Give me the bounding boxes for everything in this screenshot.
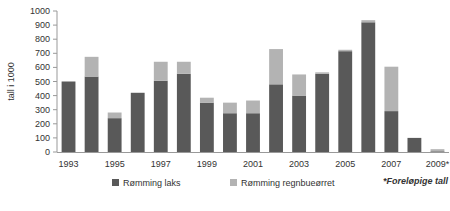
y-tick bbox=[53, 123, 57, 124]
y-tick-label: 100 bbox=[35, 133, 50, 143]
bar-segment bbox=[131, 93, 145, 152]
bar-segment bbox=[154, 81, 168, 152]
y-tick bbox=[53, 67, 57, 68]
legend-label: Rømming laks bbox=[123, 178, 181, 188]
bar-segment bbox=[292, 96, 306, 152]
legend-swatch bbox=[230, 179, 237, 186]
bar-segment bbox=[315, 72, 329, 73]
x-tick-label: 1993 bbox=[59, 159, 79, 169]
y-tick-label: 900 bbox=[35, 20, 50, 30]
bar-segment bbox=[223, 113, 237, 152]
y-tick bbox=[53, 25, 57, 26]
x-tick-label: 2005 bbox=[335, 159, 355, 169]
bar-segment bbox=[361, 20, 375, 22]
bar-segment bbox=[246, 113, 260, 152]
y-tick bbox=[53, 11, 57, 12]
y-tick bbox=[53, 109, 57, 110]
bar-segment bbox=[177, 62, 191, 74]
bars bbox=[62, 20, 445, 152]
y-tick-label: 200 bbox=[35, 119, 50, 129]
y-tick bbox=[53, 81, 57, 82]
annotation: *Foreløpige tall bbox=[383, 176, 449, 186]
chart-container: 0 100 200 300 400 500 600 700 800 900 1000 tall i 1… bbox=[0, 0, 450, 211]
y-tick-label: 800 bbox=[35, 34, 50, 44]
y-tick bbox=[53, 53, 57, 54]
y-tick-label: 1000 bbox=[30, 6, 50, 16]
bar-segment bbox=[338, 51, 352, 152]
x-tick-label: 2003 bbox=[289, 159, 309, 169]
bar-segment bbox=[85, 77, 99, 152]
x-tick-label: 1999 bbox=[197, 159, 217, 169]
bar-segment bbox=[154, 62, 168, 81]
y-axis bbox=[57, 11, 58, 152]
bar-segment bbox=[108, 118, 122, 152]
bar-segment bbox=[431, 149, 445, 151]
y-axis-label: tall i 1000 bbox=[6, 62, 16, 101]
bar-segment bbox=[384, 111, 398, 152]
y-tick-label: 600 bbox=[35, 62, 50, 72]
y-tick bbox=[53, 95, 57, 96]
bar-segment bbox=[384, 67, 398, 111]
bar-segment bbox=[407, 138, 421, 152]
bar-segment bbox=[85, 57, 99, 77]
bar-segment bbox=[338, 50, 352, 51]
y-tick-label: 300 bbox=[35, 105, 50, 115]
y-tick bbox=[53, 39, 57, 40]
bar-segment bbox=[269, 84, 283, 152]
x-tick-label: 2007 bbox=[381, 159, 401, 169]
bar-segment bbox=[246, 101, 260, 114]
bar-segment bbox=[108, 113, 122, 119]
y-tick bbox=[53, 152, 57, 153]
bar-segment bbox=[200, 98, 214, 103]
bar-segment bbox=[223, 103, 237, 114]
bar-segment bbox=[361, 22, 375, 152]
y-tick bbox=[53, 137, 57, 138]
bar-segment bbox=[407, 137, 421, 138]
x-tick-label: 1995 bbox=[105, 159, 125, 169]
legend-label: Rømming regnbueørret bbox=[241, 178, 335, 188]
y-tick-label: 0 bbox=[45, 147, 50, 157]
chart-svg: 0 100 200 300 400 500 600 700 800 900 1000 tall i 1… bbox=[0, 0, 450, 211]
bar-segment bbox=[177, 74, 191, 152]
y-tick-label: 700 bbox=[35, 48, 50, 58]
y-tick-label: 400 bbox=[35, 91, 50, 101]
y-tick-label: 500 bbox=[35, 77, 50, 87]
bar-segment bbox=[315, 74, 329, 152]
bar-segment bbox=[62, 82, 76, 153]
bar-segment bbox=[62, 81, 76, 82]
bar-segment bbox=[131, 92, 145, 93]
x-tick-label: 2009* bbox=[426, 159, 450, 169]
x-tick-label: 1997 bbox=[151, 159, 171, 169]
x-tick-label: 2001 bbox=[243, 159, 263, 169]
bar-segment bbox=[269, 49, 283, 84]
legend-swatch bbox=[112, 179, 119, 186]
bar-segment bbox=[292, 74, 306, 95]
bar-segment bbox=[200, 103, 214, 152]
x-axis bbox=[57, 152, 449, 153]
